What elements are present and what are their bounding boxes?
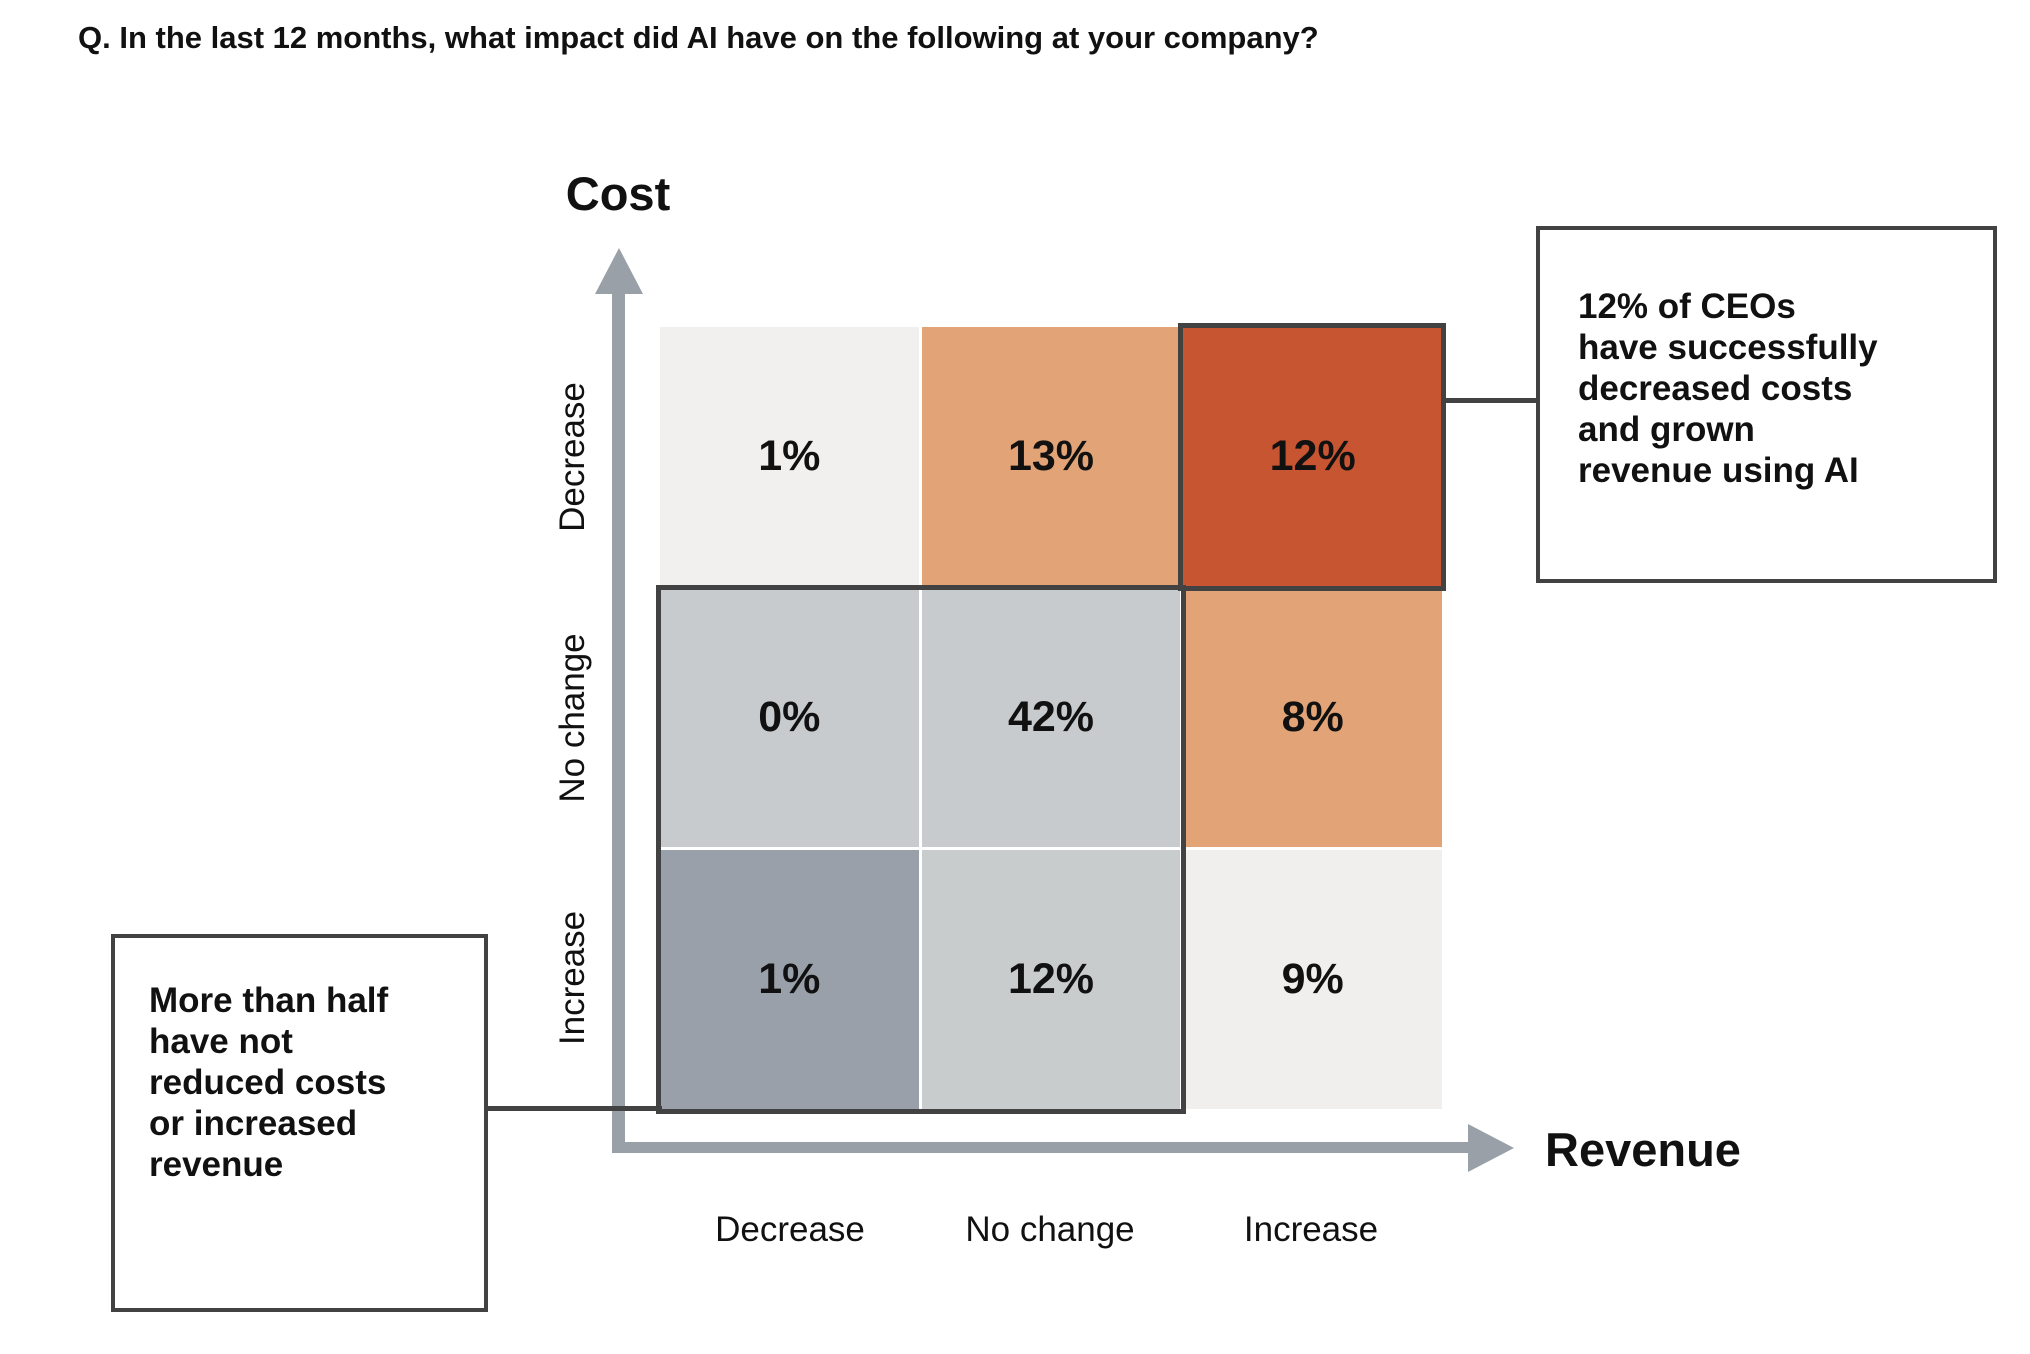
y-tick-decrease: Decrease bbox=[553, 382, 592, 532]
x-axis-title: Revenue bbox=[1545, 1123, 1741, 1176]
x-tick-increase: Increase bbox=[1243, 1210, 1379, 1249]
heatmap-cell: 1% bbox=[660, 327, 919, 586]
callout-line: have successfully bbox=[1578, 328, 1878, 367]
callout-line: 12% of CEOs bbox=[1578, 287, 1796, 326]
callout-line: have not bbox=[149, 1022, 293, 1061]
right-callout-box: 12% of CEOs have successfully decreased … bbox=[1536, 226, 1997, 583]
heatmap-cell: 12% bbox=[1183, 327, 1442, 586]
heatmap-cell: 0% bbox=[660, 588, 919, 848]
heatmap-cell: 13% bbox=[921, 327, 1181, 586]
callout-line: revenue using AI bbox=[1578, 451, 1859, 490]
x-axis-arrow-icon bbox=[1468, 1124, 1514, 1172]
heatmap-cell: 9% bbox=[1183, 850, 1442, 1109]
y-tick-increase: Increase bbox=[553, 910, 592, 1046]
heatmap-cell: 42% bbox=[921, 588, 1181, 848]
left-callout-connector-line bbox=[488, 1106, 662, 1111]
heatmap-cell: 12% bbox=[921, 850, 1181, 1109]
right-callout-connector-line bbox=[1444, 398, 1538, 403]
y-axis-arrow-icon bbox=[595, 248, 643, 294]
chart-title: Q. In the last 12 months, what impact di… bbox=[78, 20, 1319, 55]
y-axis-title: Cost bbox=[565, 167, 671, 220]
heatmap-cell: 1% bbox=[660, 850, 919, 1109]
y-tick-no-change: No change bbox=[553, 633, 592, 803]
heatmap-grid: 1% 13% 12% 0% 42% 8% 1% 12% 9% bbox=[660, 327, 1442, 1109]
x-axis-line bbox=[612, 1142, 1468, 1153]
x-tick-no-change: No change bbox=[965, 1210, 1135, 1249]
callout-line: decreased costs bbox=[1578, 369, 1853, 408]
callout-line: or increased bbox=[149, 1104, 358, 1143]
left-callout-box: More than half have not reduced costs or… bbox=[111, 934, 488, 1312]
callout-line: and grown bbox=[1578, 410, 1755, 449]
heatmap-cell: 8% bbox=[1183, 588, 1442, 848]
callout-line: reduced costs bbox=[149, 1063, 387, 1102]
callout-line: revenue bbox=[149, 1145, 284, 1184]
x-tick-decrease: Decrease bbox=[715, 1210, 865, 1249]
y-axis-line bbox=[612, 292, 625, 1153]
callout-line: More than half bbox=[149, 981, 389, 1020]
